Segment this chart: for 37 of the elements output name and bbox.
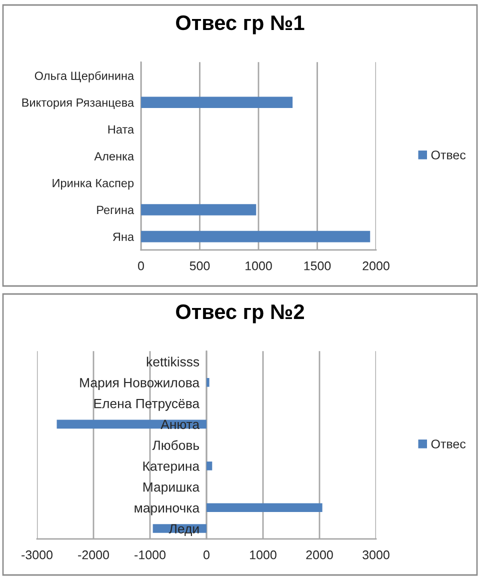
bar <box>206 503 322 512</box>
x-tick-label: 3000 <box>362 550 390 560</box>
y-tick-label: Мария Новожилова <box>80 378 200 390</box>
bar <box>206 462 212 470</box>
y-tick-label: kettikisss <box>146 356 200 366</box>
y-tick-label: Анюта <box>160 420 200 430</box>
y-tick-label: Елена Петрусёва <box>94 399 200 411</box>
x-tick-label: -2000 <box>78 550 109 560</box>
y-tick-label: Аленка <box>94 152 134 160</box>
y-tick-label: Иринка Каспер <box>52 179 134 190</box>
chart-title: Отвес гр №2 <box>176 304 304 324</box>
x-tick-label: 2000 <box>306 550 333 560</box>
x-tick-label: 0 <box>204 550 210 560</box>
y-tick-label: Катерина <box>143 462 200 474</box>
y-tick-label: Ольга Щербинина <box>34 71 134 82</box>
bar <box>206 378 210 387</box>
x-tick-label: 1000 <box>246 261 272 270</box>
y-tick-label: Ната <box>108 125 134 134</box>
x-tick-label: 2000 <box>362 261 390 270</box>
x-tick-label: 500 <box>190 261 210 270</box>
bar <box>141 230 370 242</box>
bar <box>141 96 293 108</box>
x-tick-label: -1000 <box>134 550 166 560</box>
x-tick-label: 1000 <box>250 550 276 560</box>
legend-label: Отвес <box>431 440 466 448</box>
y-tick-label: Любовь <box>152 440 200 450</box>
x-tick-label: 1500 <box>304 261 331 270</box>
y-tick-label: Виктория Рязанцева <box>22 98 134 110</box>
chart-title: Отвес гр №1 <box>176 15 304 34</box>
x-tick-label: 0 <box>138 261 144 270</box>
legend-label: Отвес <box>431 150 466 160</box>
bar <box>141 204 256 216</box>
y-tick-label: Регина <box>97 206 134 214</box>
x-tick-label: -3000 <box>22 550 52 560</box>
y-tick-label: Маришка <box>143 482 200 494</box>
y-tick-label: мариночка <box>134 505 200 516</box>
y-tick-label: Яна <box>113 232 134 241</box>
